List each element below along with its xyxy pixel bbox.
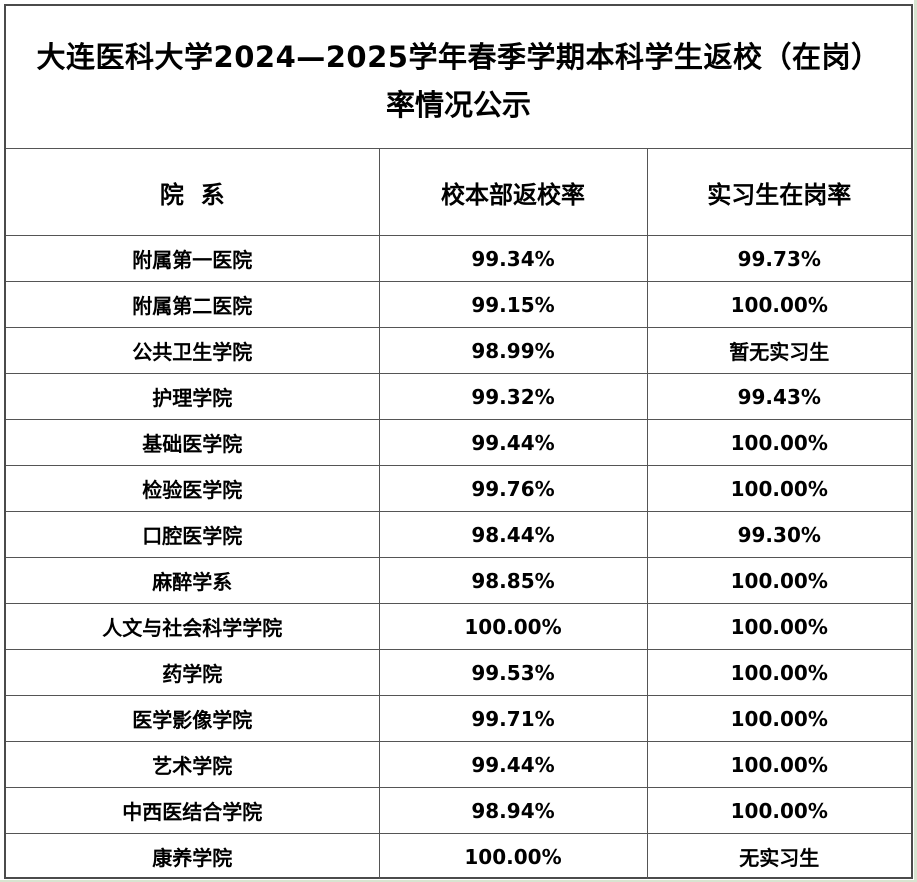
return-rate-cell: 99.32% xyxy=(378,373,648,420)
table-row: 检验医学院 99.76% 100.00% xyxy=(6,465,911,512)
intern-rate-cell: 无实习生 xyxy=(646,833,911,879)
intern-rate-cell: 暂无实习生 xyxy=(646,327,911,374)
return-rate-cell: 98.99% xyxy=(378,327,648,374)
dept-cell: 中西医结合学院 xyxy=(6,787,380,834)
intern-rate-cell: 100.00% xyxy=(646,603,911,650)
return-rate-cell: 99.76% xyxy=(378,465,648,512)
dept-cell: 康养学院 xyxy=(6,833,380,879)
title-block: 大连医科大学2024—2025学年春季学期本科学生返校（在岗） 率情况公示 xyxy=(6,6,911,149)
intern-rate-cell: 99.30% xyxy=(646,511,911,558)
right-edge-border xyxy=(914,0,917,882)
table-row: 药学院 99.53% 100.00% xyxy=(6,649,911,696)
intern-rate-cell: 99.43% xyxy=(646,373,911,420)
dept-cell: 基础医学院 xyxy=(6,419,380,466)
return-rate-cell: 99.44% xyxy=(378,419,648,466)
table-row: 基础医学院 99.44% 100.00% xyxy=(6,419,911,466)
dept-cell: 护理学院 xyxy=(6,373,380,420)
table-row: 中西医结合学院 98.94% 100.00% xyxy=(6,787,911,834)
table-row: 人文与社会科学学院 100.00% 100.00% xyxy=(6,603,911,650)
intern-rate-cell: 100.00% xyxy=(646,649,911,696)
table-row: 康养学院 100.00% 无实习生 xyxy=(6,833,911,879)
intern-rate-cell: 100.00% xyxy=(646,419,911,466)
table-row: 附属第一医院 99.34% 99.73% xyxy=(6,235,911,282)
table-row: 医学影像学院 99.71% 100.00% xyxy=(6,695,911,742)
table-row: 护理学院 99.32% 99.43% xyxy=(6,373,911,420)
table-row: 附属第二医院 99.15% 100.00% xyxy=(6,281,911,328)
intern-rate-cell: 100.00% xyxy=(646,741,911,788)
dept-cell: 医学影像学院 xyxy=(6,695,380,742)
table-row: 艺术学院 99.44% 100.00% xyxy=(6,741,911,788)
dept-cell: 公共卫生学院 xyxy=(6,327,380,374)
dept-cell: 艺术学院 xyxy=(6,741,380,788)
dept-cell: 附属第二医院 xyxy=(6,281,380,328)
return-rate-cell: 99.15% xyxy=(378,281,648,328)
dept-cell: 附属第一医院 xyxy=(6,235,380,282)
dept-cell: 口腔医学院 xyxy=(6,511,380,558)
dept-cell: 药学院 xyxy=(6,649,380,696)
intern-rate-cell: 99.73% xyxy=(646,235,911,282)
return-rate-cell: 99.53% xyxy=(378,649,648,696)
column-header-intern-rate: 实习生在岗率 xyxy=(646,149,911,236)
table-frame: 大连医科大学2024—2025学年春季学期本科学生返校（在岗） 率情况公示 院 … xyxy=(4,4,913,879)
table-row: 口腔医学院 98.44% 99.30% xyxy=(6,511,911,558)
column-header-return-rate: 校本部返校率 xyxy=(378,149,648,236)
header-row: 院 系 校本部返校率 实习生在岗率 xyxy=(6,149,911,236)
return-rate-cell: 99.34% xyxy=(378,235,648,282)
return-rate-cell: 99.44% xyxy=(378,741,648,788)
bottom-edge-border xyxy=(0,880,917,882)
intern-rate-cell: 100.00% xyxy=(646,787,911,834)
intern-rate-cell: 100.00% xyxy=(646,557,911,604)
return-rate-cell: 100.00% xyxy=(378,603,648,650)
column-header-dept: 院 系 xyxy=(6,149,380,236)
page-title-line-2: 率情况公示 xyxy=(385,88,531,122)
intern-rate-cell: 100.00% xyxy=(646,465,911,512)
intern-rate-cell: 100.00% xyxy=(646,281,911,328)
dept-cell: 检验医学院 xyxy=(6,465,380,512)
return-rate-cell: 100.00% xyxy=(378,833,648,879)
table-row: 麻醉学系 98.85% 100.00% xyxy=(6,557,911,604)
page-title-line-1: 大连医科大学2024—2025学年春季学期本科学生返校（在岗） xyxy=(36,40,881,74)
return-rate-cell: 98.94% xyxy=(378,787,648,834)
dept-cell: 麻醉学系 xyxy=(6,557,380,604)
rates-table: 院 系 校本部返校率 实习生在岗率 附属第一医院 99.34% 99.73% 附… xyxy=(6,149,911,879)
intern-rate-cell: 100.00% xyxy=(646,695,911,742)
return-rate-cell: 98.44% xyxy=(378,511,648,558)
dept-cell: 人文与社会科学学院 xyxy=(6,603,380,650)
table-row: 公共卫生学院 98.99% 暂无实习生 xyxy=(6,327,911,374)
return-rate-cell: 98.85% xyxy=(378,557,648,604)
return-rate-cell: 99.71% xyxy=(378,695,648,742)
